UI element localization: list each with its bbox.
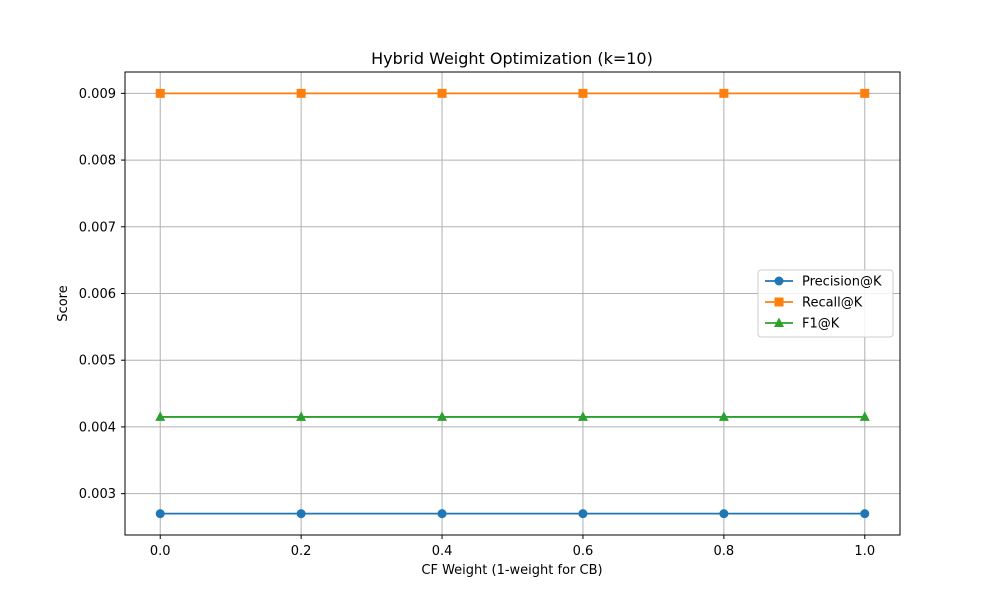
legend-marker	[774, 317, 784, 327]
data-point	[578, 88, 588, 98]
series-f1-k	[155, 411, 870, 421]
y-tick-label: 0.005	[79, 354, 116, 369]
x-tick-label: 0.4	[432, 544, 453, 559]
y-tick-label: 0.003	[79, 487, 116, 502]
x-tick-label: 0.8	[714, 544, 735, 559]
x-tick-label: 0.0	[150, 544, 171, 559]
legend-marker	[774, 276, 784, 286]
y-axis-title: Score	[56, 285, 71, 321]
x-tick-label: 0.6	[573, 544, 594, 559]
x-axis-title: CF Weight (1-weight for CB)	[421, 563, 602, 578]
data-point	[437, 88, 447, 98]
data-point	[437, 411, 448, 421]
legend-item: F1@K	[765, 317, 840, 332]
data-point	[859, 411, 870, 421]
data-point	[296, 411, 307, 421]
legend: Precision@K Recall@K F1@K	[757, 269, 894, 338]
legend-box	[757, 269, 894, 338]
legend-label: F1@K	[802, 317, 840, 332]
data-point	[718, 411, 729, 421]
y-tick-label: 0.009	[79, 87, 116, 102]
data-point	[155, 88, 165, 98]
data-point	[155, 411, 166, 421]
legend-label: Recall@K	[802, 296, 863, 311]
data-point	[719, 509, 729, 519]
data-point	[296, 509, 306, 519]
plot-series	[155, 88, 870, 519]
data-point	[860, 88, 870, 98]
data-point	[860, 509, 870, 519]
data-point	[437, 509, 447, 519]
legend-label: Precision@K	[802, 275, 882, 290]
series-recall-k	[155, 88, 870, 98]
legend-item: Precision@K	[765, 275, 882, 290]
legend-item: Recall@K	[765, 296, 863, 311]
y-tick-label: 0.004	[79, 420, 116, 435]
x-tick-label: 0.2	[291, 544, 312, 559]
legend-marker	[774, 297, 784, 307]
y-tick-label: 0.007	[79, 220, 116, 235]
data-point	[577, 411, 588, 421]
data-point	[719, 88, 729, 98]
data-point	[578, 509, 588, 519]
axis-ticks: 0.0 0.2 0.4 0.6 0.8 1.0 0.003 0.004 0.005 0.006 0.…	[79, 87, 875, 559]
y-tick-label: 0.008	[79, 154, 116, 169]
chart-title: Hybrid Weight Optimization (k=10)	[371, 49, 653, 68]
y-tick-label: 0.006	[79, 287, 116, 302]
plot-frame	[124, 71, 901, 536]
x-tick-label: 1.0	[854, 544, 875, 559]
series-precision-k	[155, 509, 870, 519]
data-point	[296, 88, 306, 98]
data-point	[155, 509, 165, 519]
